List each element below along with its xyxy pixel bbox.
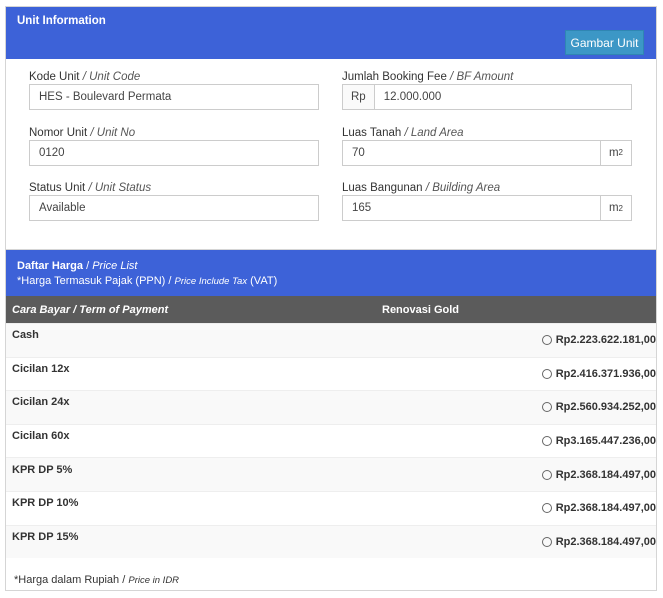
unit-base: m (608, 202, 619, 214)
price-row: Cicilan 60x Rp3.165.447.236,00 (6, 423, 656, 458)
term: Cicilan 60x (12, 430, 70, 443)
separator: / (90, 126, 94, 139)
price-row: Cash Rp2.223.622.181,00 (6, 323, 656, 357)
price-radio[interactable] (541, 335, 552, 346)
label-en: Land Area (410, 126, 464, 139)
term: Cicilan 24x (12, 396, 70, 409)
input-value: 0120 (39, 146, 65, 159)
input-value: Available (39, 202, 86, 214)
text: / (73, 303, 77, 316)
price: Rp2.560.934.252,00 (555, 401, 656, 414)
price-radio[interactable] (541, 436, 552, 447)
term: KPR DP 5% (12, 463, 73, 476)
field-label: Luas Bangunan / Building Area (342, 182, 500, 194)
label-id: Luas Tanah (342, 126, 402, 139)
price: Rp2.223.622.181,00 (555, 334, 656, 347)
field-label: Nomor Unit / Unit No (29, 127, 135, 139)
text: *Harga dalam Rupiah (14, 574, 120, 586)
label-en: Unit No (96, 126, 136, 139)
input-field[interactable]: HES - Boulevard Permata (29, 84, 319, 110)
price: Rp2.368.184.497,00 (555, 535, 656, 548)
label-en: Unit Code (89, 71, 141, 83)
price-radio[interactable] (541, 503, 552, 514)
price-panel: Daftar Harga / Price List *Harga Termasu… (5, 250, 657, 591)
separator: / (425, 182, 429, 194)
input-value: 165 (352, 202, 372, 214)
price: Rp2.416.371.936,00 (555, 367, 656, 380)
input-field[interactable]: Rp 12.000.000 (342, 84, 632, 110)
price: Rp2.368.184.497,00 (555, 502, 656, 515)
text: Daftar Harga (17, 260, 84, 272)
term: Cicilan 12x (12, 362, 70, 375)
price-row: KPR DP 10% Rp2.368.184.497,00 (6, 491, 656, 525)
unit-form: Kode Unit / Unit Code HES - Boulevard Per… (6, 59, 656, 249)
field-label: Jumlah Booking Fee / BF Amount (342, 71, 513, 83)
unit-panel: Unit Information Gambar Unit Kode Unit /… (5, 6, 657, 250)
unit-title: Unit Information (17, 15, 106, 27)
price: Rp3.165.447.236,00 (555, 435, 656, 448)
input-field[interactable]: Available (29, 195, 319, 221)
field-label: Kode Unit / Unit Code (29, 71, 140, 83)
text: (VAT) (250, 275, 278, 287)
text: / (86, 260, 90, 272)
text: Price Include Tax (174, 276, 248, 287)
label-en: Building Area (432, 182, 501, 194)
input-prefix: Rp (343, 85, 375, 109)
text: Cara Bayar / Term of Payment (6, 304, 382, 316)
input-value: 12.000.000 (383, 91, 442, 103)
price: Rp2.368.184.497,00 (555, 468, 656, 481)
price-radio[interactable] (541, 402, 552, 413)
unit-exp: 2 (618, 203, 623, 213)
text: Term of Payment (79, 303, 169, 316)
price-row: Cicilan 24x Rp2.560.934.252,00 (6, 390, 656, 424)
text: Cara Bayar (12, 303, 71, 316)
separator: / (404, 126, 408, 139)
tax-note: *Harga Termasuk Pajak (PPN) / Price Incl… (17, 274, 645, 289)
price-header: Daftar Harga / Price List *Harga Termasu… (6, 250, 656, 296)
term: KPR DP 10% (12, 497, 79, 510)
unit-base: m (608, 146, 619, 159)
price-radio[interactable] (541, 368, 552, 379)
price-radio[interactable] (541, 469, 552, 480)
price-radio[interactable] (541, 536, 552, 547)
term: Cash (12, 329, 39, 342)
price-title: Daftar Harga / Price List (17, 259, 645, 274)
label-en: Unit Status (94, 182, 152, 194)
field-label: Luas Tanah / Land Area (342, 127, 464, 139)
field-label: Status Unit / Unit Status (29, 182, 151, 194)
label-en: BF Amount (456, 71, 514, 83)
input-field[interactable]: 0120 (29, 139, 319, 166)
footnote: *Harga dalam Rupiah / Price in IDR (14, 574, 179, 586)
label-id: Luas Bangunan (342, 182, 423, 194)
text: Price in IDR (128, 575, 180, 586)
text: Price List (92, 260, 138, 272)
text: / (168, 275, 172, 287)
text: / (122, 574, 126, 586)
input-value: HES - Boulevard Permata (39, 91, 172, 103)
term: KPR DP 15% (12, 530, 79, 543)
separator: / (450, 71, 454, 83)
unit-header: Unit Information Gambar Unit (6, 7, 656, 59)
input-field[interactable]: 70 m 2 (342, 139, 632, 166)
text: Renovasi Gold (382, 303, 460, 316)
table-header: Cara Bayar / Term of Payment Renovasi Go… (6, 296, 656, 323)
text: *Harga Termasuk Pajak (PPN) (17, 275, 166, 287)
label-id: Status Unit (29, 182, 86, 194)
price-row: KPR DP 15% Rp2.368.184.497,00 (6, 524, 656, 559)
label-id: Kode Unit (29, 71, 80, 83)
unit-exp: 2 (618, 148, 623, 157)
gambar-unit-button[interactable]: Gambar Unit (565, 30, 644, 55)
separator: / (82, 71, 86, 83)
label-id: Jumlah Booking Fee (342, 71, 447, 83)
price-row: Cicilan 12x Rp2.416.371.936,00 (6, 356, 656, 391)
input-field[interactable]: 165 m 2 (342, 195, 632, 221)
price-row: KPR DP 5% Rp2.368.184.497,00 (6, 457, 656, 491)
label-id: Nomor Unit (29, 126, 88, 139)
separator: / (88, 182, 92, 194)
input-value: 70 (352, 146, 365, 159)
